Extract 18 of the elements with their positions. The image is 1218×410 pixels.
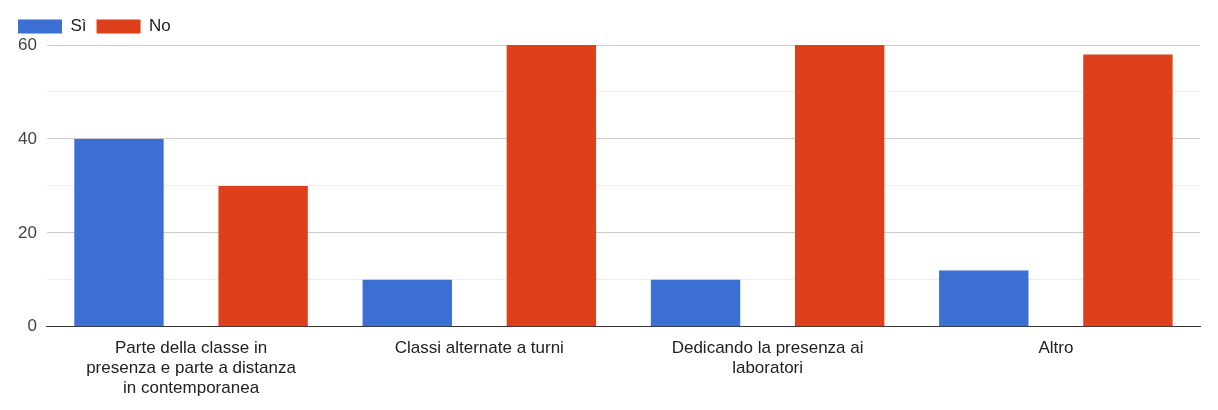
legend-label: No [149,16,171,36]
bar [794,45,885,327]
x-tick-label: Classi alternate a turni [394,337,564,357]
y-tick-label: 0 [27,316,37,336]
x-tick-label: Dedicando la presenza ai laboratori [671,337,864,378]
x-tick-label: Altro [1038,337,1074,357]
legend-label: Sì [70,16,87,36]
bar [506,45,597,327]
bar [362,279,452,327]
bar [939,270,1029,327]
y-tick-label: 40 [17,128,37,148]
x-tick-label: Parte della classe in presenza e parte a distanza in contemporanea [86,337,297,398]
bar [1083,54,1173,327]
y-tick-label: 20 [17,222,37,242]
y-tick-label: 60 [17,34,37,54]
bar [74,138,164,327]
bar [218,185,308,327]
bar [650,279,741,327]
